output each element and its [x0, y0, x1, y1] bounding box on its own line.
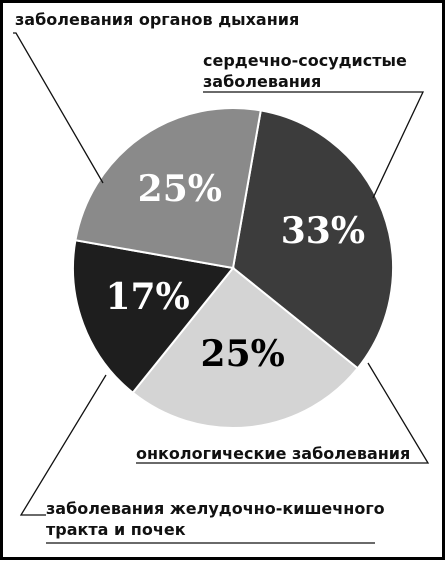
- leader-line-onco: [136, 362, 430, 464]
- callout-respiratory-text: заболевания органов дыхания: [15, 10, 300, 29]
- pct-label-gastro-renal: 17%: [105, 276, 189, 318]
- pie-slice-oncological: [131, 266, 360, 429]
- pie-slices: [72, 107, 394, 429]
- callout-oncological-text: онкологические заболевания: [136, 444, 411, 463]
- leader-line-gastro: [19, 374, 107, 516]
- pie-chart: 33% 25% 17% 25%: [13, 32, 430, 544]
- leader-line-respiratory: [13, 32, 104, 184]
- value-labels: 33% 25% 17% 25%: [105, 168, 365, 375]
- callout-gastro-renal-line-2: тракта и почек: [46, 520, 186, 539]
- pie-slice-respiratory: [74, 107, 262, 270]
- leader-line-cardio: [203, 91, 425, 199]
- callout-gastro-renal: заболевания желудочно-кишечного тракта и…: [46, 498, 385, 540]
- leader-lines: [13, 32, 430, 544]
- pct-label-oncological: 25%: [201, 333, 285, 375]
- callout-cardiovascular-line-1: сердечно-сосудистые: [203, 51, 407, 70]
- callout-gastro-renal-line-1: заболевания желудочно-кишечного: [46, 499, 385, 518]
- pie-slice-gastro-renal: [72, 239, 235, 395]
- pct-label-cardiovascular: 33%: [281, 210, 365, 252]
- callout-cardiovascular-line-2: заболевания: [203, 72, 322, 91]
- callout-oncological: онкологические заболевания: [136, 443, 410, 464]
- pct-label-respiratory: 25%: [138, 168, 222, 210]
- pie-slice-cardiovascular: [231, 109, 394, 370]
- callout-cardiovascular: сердечно-сосудистые заболевания: [203, 50, 407, 92]
- callout-respiratory: заболевания органов дыхания: [15, 9, 299, 30]
